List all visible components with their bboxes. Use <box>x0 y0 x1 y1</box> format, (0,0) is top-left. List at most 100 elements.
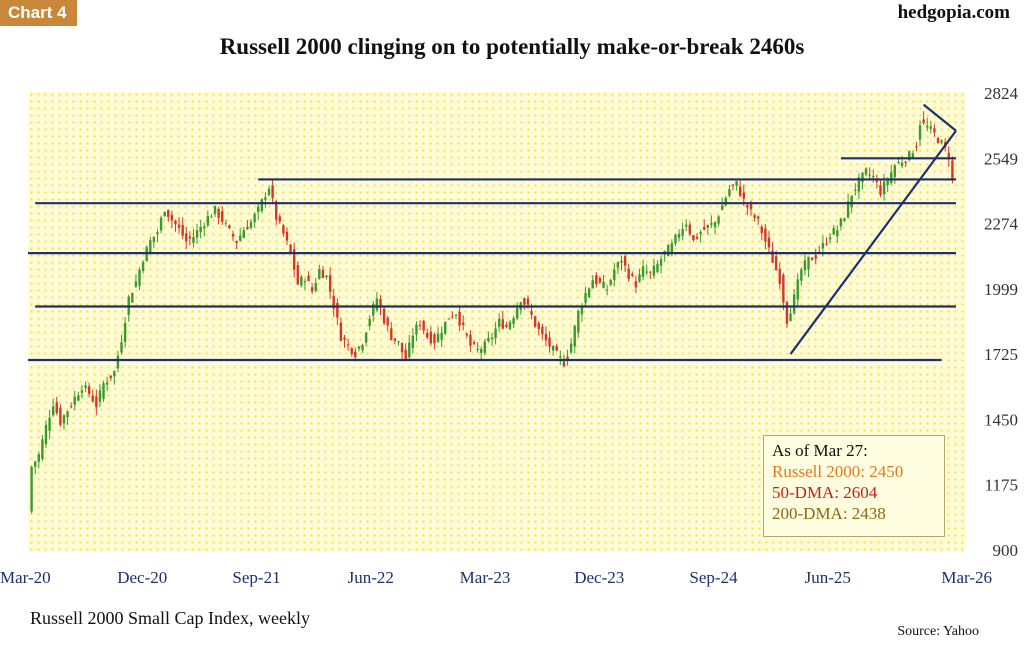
source-note: Source: Yahoo <box>897 624 979 639</box>
candle <box>408 334 411 360</box>
candle <box>792 289 796 315</box>
candle-body <box>426 332 429 338</box>
candle-body <box>915 146 918 148</box>
candle-body <box>318 268 321 279</box>
chart-subtitle: Russell 2000 Small Cap Index, weekly <box>30 608 310 628</box>
candle <box>433 332 436 350</box>
candle <box>782 272 785 310</box>
candle <box>692 234 695 242</box>
candle-body <box>123 322 127 342</box>
candle <box>508 320 512 331</box>
candle <box>102 380 105 402</box>
candle <box>584 286 587 306</box>
candle-body <box>213 205 217 214</box>
candle-body <box>372 304 375 316</box>
candle <box>706 224 710 236</box>
candle-body <box>832 228 835 235</box>
candle-body <box>735 181 738 186</box>
candle-body <box>458 311 461 326</box>
candle-body <box>116 355 120 369</box>
candle <box>659 255 663 274</box>
candle <box>674 233 677 247</box>
candle <box>282 224 285 237</box>
candle-body <box>440 332 443 340</box>
candle-body <box>785 302 789 324</box>
candle <box>537 321 540 336</box>
candle <box>753 213 756 222</box>
candle-body <box>149 240 152 254</box>
candle <box>444 321 447 336</box>
candle-body <box>462 322 465 325</box>
candle <box>185 226 188 249</box>
candle <box>616 261 620 274</box>
candle <box>656 260 659 274</box>
candle <box>515 302 519 321</box>
candle <box>375 292 379 313</box>
candle <box>228 224 231 230</box>
candle <box>505 321 508 329</box>
candle-body <box>724 198 727 206</box>
candle <box>677 229 681 242</box>
candle-body <box>857 177 861 192</box>
candle <box>857 173 861 199</box>
candle <box>84 381 87 392</box>
candle <box>638 268 641 283</box>
candle-body <box>221 211 224 222</box>
candle-body <box>699 231 702 235</box>
candle-body <box>296 265 299 285</box>
candle-body <box>429 331 433 344</box>
candle-body <box>51 406 55 416</box>
candle <box>321 266 325 279</box>
candle <box>810 256 814 261</box>
candle-body <box>242 230 246 238</box>
candle-body <box>77 395 80 401</box>
candle <box>839 217 843 231</box>
candle <box>717 214 720 227</box>
candle <box>361 343 364 354</box>
candle-body <box>444 321 447 334</box>
candle-body <box>872 175 875 178</box>
candle <box>51 398 55 417</box>
candle <box>541 323 544 340</box>
candle <box>253 212 256 228</box>
candle-body <box>375 298 379 311</box>
candle <box>501 311 504 330</box>
candle-body <box>264 197 267 200</box>
candle <box>926 117 929 132</box>
candle-body <box>631 273 634 276</box>
y-axis: 900 1175 1450 1725 1999 2274 2549 2824 <box>984 84 1019 560</box>
candle <box>156 229 159 242</box>
candle-body <box>246 227 249 230</box>
candle-body <box>62 415 66 424</box>
candle-body <box>810 257 814 261</box>
candle-body <box>544 333 548 341</box>
candle-body <box>497 318 501 327</box>
candle <box>260 198 263 213</box>
candle <box>764 223 767 250</box>
candle <box>325 274 328 280</box>
candle <box>271 178 274 204</box>
candle <box>487 331 490 343</box>
candle <box>267 186 271 197</box>
candle <box>274 200 278 226</box>
candle <box>213 205 217 217</box>
candle-body <box>537 322 540 329</box>
candle <box>300 274 303 288</box>
candle <box>379 295 382 316</box>
candle-body <box>756 216 760 219</box>
candle-body <box>882 181 886 195</box>
candle <box>605 284 609 296</box>
candle-body <box>80 390 84 393</box>
candle <box>289 243 292 254</box>
candle-body <box>465 333 469 336</box>
candle-body <box>408 342 411 358</box>
candle-body <box>282 225 285 234</box>
candle-body <box>379 298 382 308</box>
candle <box>217 206 220 225</box>
candle-body <box>929 126 933 129</box>
candle-body <box>533 316 537 327</box>
candle-body <box>897 161 900 164</box>
candle-body <box>480 349 483 353</box>
candle <box>807 256 810 278</box>
candle <box>422 319 425 335</box>
